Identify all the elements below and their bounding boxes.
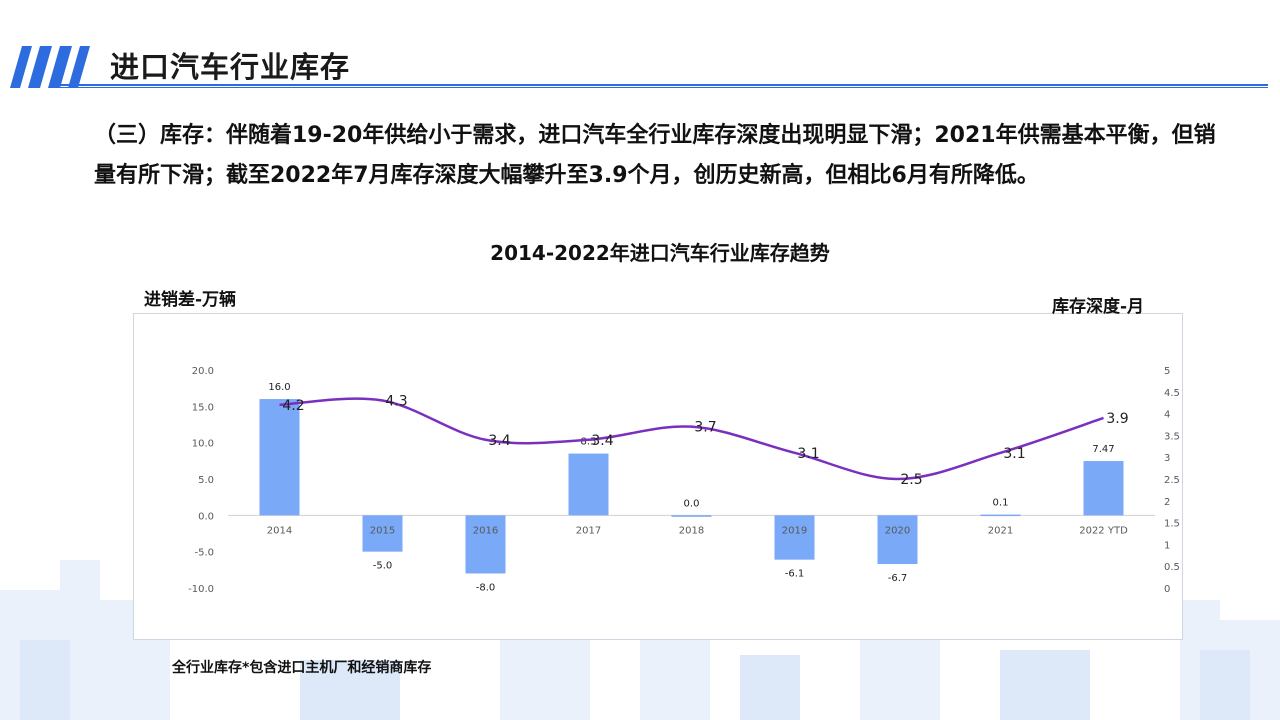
bar bbox=[259, 399, 300, 516]
line-data-label: 4.2 bbox=[282, 398, 304, 414]
category-label: 2019 bbox=[782, 525, 807, 536]
category-label: 2018 bbox=[679, 525, 704, 536]
bar-data-label: 7.47 bbox=[1092, 444, 1114, 455]
bar-data-label: -6.1 bbox=[785, 569, 805, 580]
line-data-label: 2.5 bbox=[900, 472, 922, 488]
right-axis-tick: 0.5 bbox=[1164, 562, 1180, 573]
line-data-label: 3.7 bbox=[694, 420, 716, 436]
chart-frame bbox=[133, 313, 1183, 640]
bar-data-label: 8.5 bbox=[581, 437, 597, 448]
line-data-label: 3.4 bbox=[488, 433, 510, 449]
depth-series-line bbox=[279, 397, 1104, 481]
category-label: 2015 bbox=[370, 525, 395, 536]
category-label: 2016 bbox=[473, 525, 498, 536]
right-axis-tick: 4 bbox=[1164, 410, 1170, 421]
bar-data-label: -5.0 bbox=[373, 561, 393, 572]
left-axis-tick: -10.0 bbox=[188, 584, 214, 595]
right-axis-tick: 1 bbox=[1164, 540, 1170, 551]
left-axis-title: 进销差-万辆 bbox=[144, 290, 237, 310]
right-axis-title: 库存深度-月 bbox=[1052, 297, 1145, 317]
title-divider bbox=[56, 84, 1268, 88]
left-axis-tick: 5.0 bbox=[198, 475, 214, 486]
bar bbox=[568, 453, 609, 516]
bar-data-label: 16.0 bbox=[268, 382, 290, 393]
category-label: 2021 bbox=[988, 525, 1013, 536]
bar-data-label: 0.1 bbox=[993, 498, 1009, 509]
bar bbox=[877, 515, 918, 565]
right-axis-tick: 3 bbox=[1164, 453, 1170, 464]
right-axis-tick: 4.5 bbox=[1164, 388, 1180, 399]
bar bbox=[362, 515, 403, 552]
bar bbox=[1083, 461, 1124, 516]
line-data-label: 3.1 bbox=[1003, 446, 1025, 462]
right-axis-tick: 5 bbox=[1164, 366, 1170, 377]
bar bbox=[465, 515, 506, 574]
line-data-label: 3.9 bbox=[1106, 411, 1128, 427]
bar-data-label: -8.0 bbox=[476, 582, 496, 593]
bar bbox=[671, 515, 712, 517]
left-axis-tick: 15.0 bbox=[192, 402, 214, 413]
line-data-label: 3.4 bbox=[591, 433, 613, 449]
line-data-label: 3.1 bbox=[797, 446, 819, 462]
bar bbox=[980, 514, 1021, 517]
left-axis-tick: 20.0 bbox=[192, 366, 214, 377]
bar-data-label: 0.0 bbox=[684, 498, 700, 509]
header-stripes-icon bbox=[10, 46, 90, 88]
category-label: 2014 bbox=[267, 525, 292, 536]
bar-data-label: -6.7 bbox=[888, 573, 908, 584]
right-axis-tick: 3.5 bbox=[1164, 431, 1180, 442]
right-axis-tick: 1.5 bbox=[1164, 519, 1180, 530]
left-axis-tick: 0.0 bbox=[198, 511, 214, 522]
chart-title: 2014-2022年进口汽车行业库存趋势 bbox=[490, 241, 830, 265]
right-axis-tick: 2 bbox=[1164, 497, 1170, 508]
bar bbox=[774, 515, 815, 560]
category-label: 2020 bbox=[885, 525, 910, 536]
right-axis-tick: 0 bbox=[1164, 584, 1170, 595]
body-paragraph: （三）库存：伴随着19-20年供给小于需求，进口汽车全行业库存深度出现明显下滑；… bbox=[94, 123, 1216, 188]
category-label: 2022 YTD bbox=[1079, 525, 1128, 536]
page-title: 进口汽车行业库存 bbox=[110, 50, 351, 84]
category-label: 2017 bbox=[576, 525, 601, 536]
line-data-label: 4.3 bbox=[385, 394, 407, 410]
left-axis-tick: 10.0 bbox=[192, 439, 214, 450]
footnote: 全行业库存*包含进口主机厂和经销商库存 bbox=[172, 660, 432, 676]
right-axis-tick: 2.5 bbox=[1164, 475, 1180, 486]
left-axis-tick: -5.0 bbox=[194, 548, 214, 559]
